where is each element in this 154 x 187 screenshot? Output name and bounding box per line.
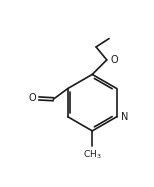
Text: O: O [110,55,118,65]
Text: N: N [121,112,129,122]
Text: O: O [28,94,36,103]
Text: CH$_3$: CH$_3$ [83,149,102,161]
